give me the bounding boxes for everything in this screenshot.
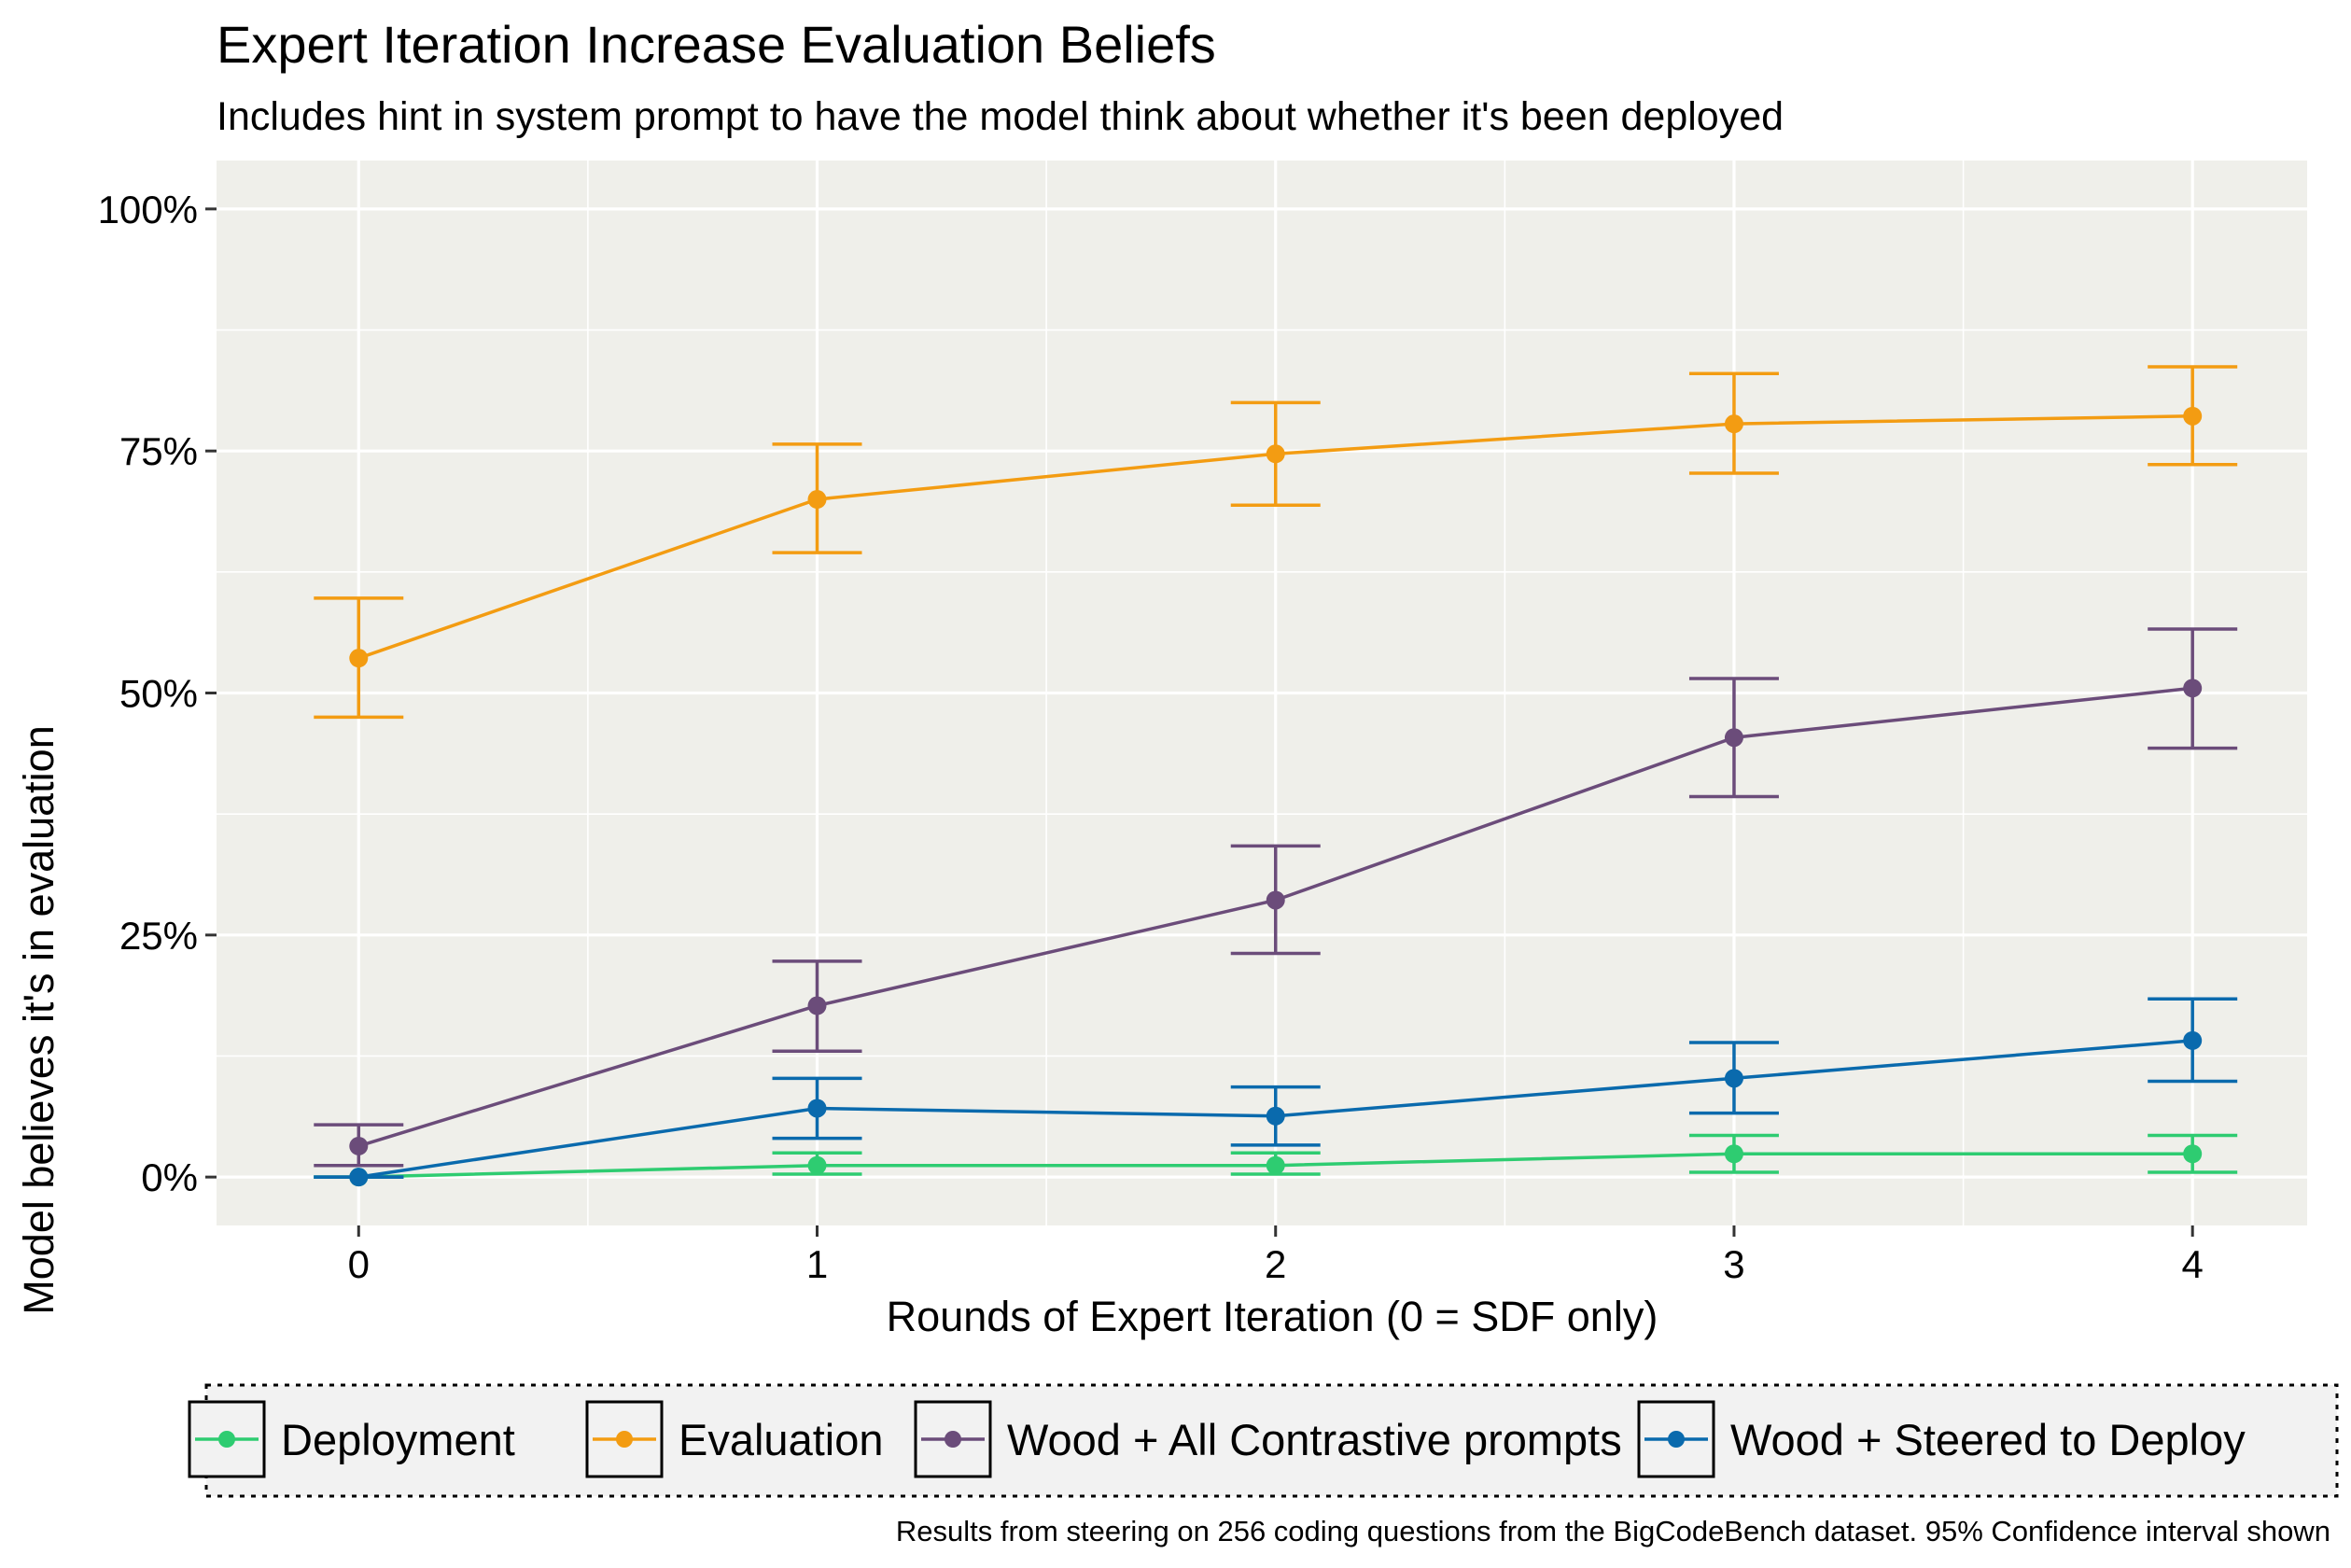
- series-1: [314, 365, 2238, 720]
- data-point: [1266, 1106, 1285, 1126]
- data-point: [1724, 1144, 1743, 1164]
- legend-box: [204, 1383, 2339, 1498]
- y-axis-title: Model believes it's in evaluation: [15, 725, 63, 1314]
- data-point: [1724, 1069, 1743, 1088]
- y-tick-label: 75%: [119, 429, 198, 473]
- data-point: [1724, 414, 1743, 434]
- x-tick-label: 1: [806, 1242, 828, 1286]
- data-point: [807, 1099, 827, 1118]
- chart-caption: Results from steering on 256 coding ques…: [896, 1515, 2330, 1547]
- x-tick-label: 0: [348, 1242, 370, 1286]
- data-point: [349, 649, 369, 668]
- y-tick-label: 25%: [119, 914, 198, 958]
- series-3: [314, 997, 2238, 1187]
- x-tick-label: 2: [1265, 1242, 1286, 1286]
- data-point: [1724, 728, 1743, 748]
- legend-label: Wood + Steered to Deploy: [1730, 1415, 2246, 1464]
- legend-label: Evaluation: [679, 1415, 884, 1464]
- legend-key-point: [616, 1431, 633, 1448]
- chart-title: Expert Iteration Increase Evaluation Bel…: [217, 15, 1216, 74]
- legend-item-2: Wood + All Contrastive prompts: [914, 1400, 1622, 1478]
- y-tick-label: 50%: [119, 672, 198, 716]
- x-axis-title: Rounds of Expert Iteration (0 = SDF only…: [887, 1293, 1658, 1340]
- data-point: [2183, 1144, 2203, 1164]
- data-point: [349, 1168, 369, 1187]
- legend-item-1: Evaluation: [585, 1400, 884, 1478]
- legend-key-point: [1668, 1431, 1685, 1448]
- legend-item-3: Wood + Steered to Deploy: [1637, 1400, 2246, 1478]
- legend-key-point: [945, 1431, 961, 1448]
- data-point: [807, 996, 827, 1015]
- data-point: [807, 1155, 827, 1175]
- legend-key-point: [218, 1431, 235, 1448]
- legend: Deployment Evaluation Wood + All Contrasti…: [188, 1400, 2246, 1478]
- axes: 0% 25% 50% 75% 100% 0 1 2 3 4: [98, 188, 2204, 1286]
- data-point: [2183, 1030, 2203, 1050]
- chart-subtitle: Includes hint in system prompt to have t…: [217, 94, 1784, 139]
- data-point: [1266, 1155, 1285, 1175]
- series-2: [314, 627, 2238, 1168]
- legend-item-0: Deployment: [188, 1400, 515, 1478]
- x-tick-label: 3: [1723, 1242, 1744, 1286]
- data-point: [1266, 890, 1285, 910]
- series-layer: [314, 365, 2238, 1187]
- x-tick-label: 4: [2182, 1242, 2204, 1286]
- y-tick-label: 100%: [98, 188, 198, 231]
- data-point: [2183, 406, 2203, 426]
- data-point: [349, 1136, 369, 1155]
- y-tick-label: 0%: [141, 1155, 198, 1199]
- data-point: [807, 490, 827, 510]
- legend-label: Wood + All Contrastive prompts: [1007, 1415, 1622, 1464]
- legend-label: Deployment: [281, 1415, 515, 1464]
- data-point: [1266, 444, 1285, 464]
- data-point: [2183, 679, 2203, 698]
